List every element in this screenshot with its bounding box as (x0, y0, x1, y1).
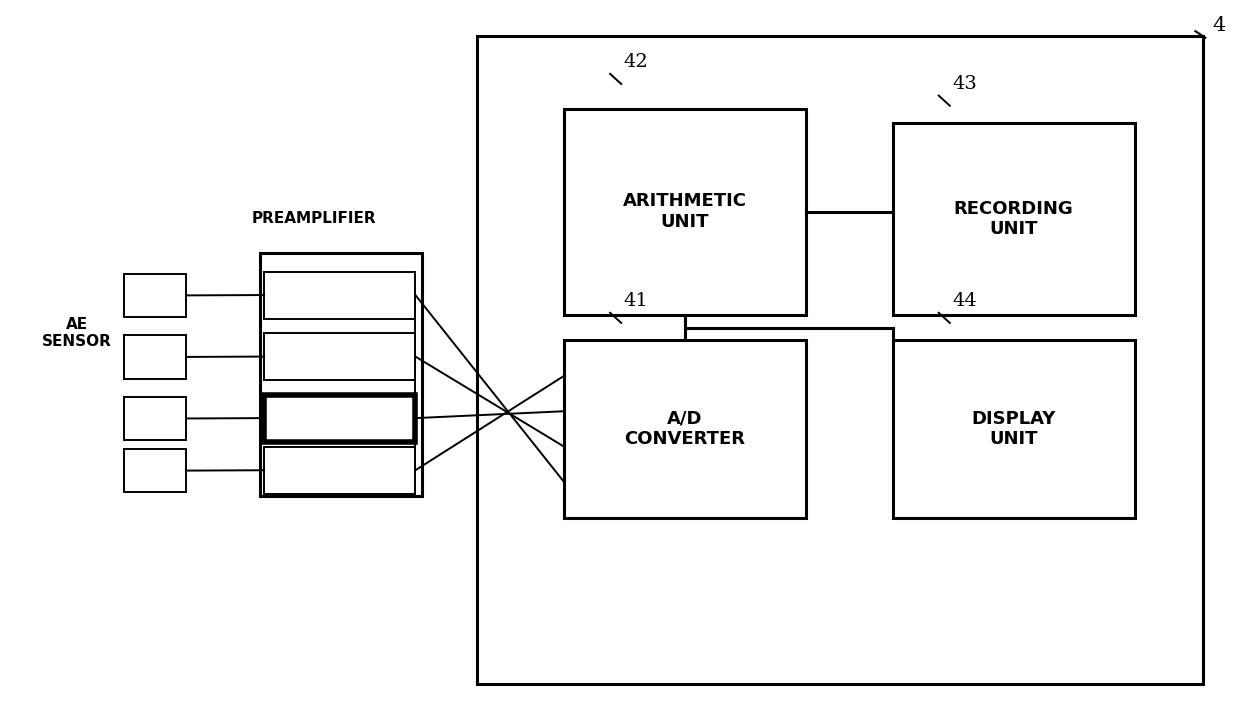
Text: AE
SENSOR: AE SENSOR (42, 317, 112, 349)
Bar (264, 333, 415, 380)
Text: 43: 43 (952, 75, 977, 93)
Bar (260, 253, 422, 496)
Text: 42: 42 (624, 53, 649, 71)
Bar (893, 340, 1135, 518)
Bar (124, 335, 186, 379)
Text: 41: 41 (624, 292, 649, 310)
Text: A/D
CONVERTER: A/D CONVERTER (625, 410, 745, 448)
Bar (264, 272, 415, 319)
Bar (564, 109, 806, 315)
Text: PREAMPLIFIER: PREAMPLIFIER (252, 211, 376, 226)
Text: ARITHMETIC
UNIT: ARITHMETIC UNIT (624, 193, 746, 231)
Bar (893, 123, 1135, 315)
Bar (264, 447, 415, 494)
Text: 4: 4 (1213, 16, 1225, 35)
Bar (124, 397, 186, 440)
Text: DISPLAY
UNIT: DISPLAY UNIT (971, 410, 1056, 448)
Text: RECORDING
UNIT: RECORDING UNIT (954, 200, 1074, 238)
Bar (264, 395, 415, 442)
Bar (564, 340, 806, 518)
Text: 44: 44 (952, 292, 977, 310)
Bar (124, 274, 186, 317)
Bar (477, 36, 1203, 684)
Bar (124, 449, 186, 492)
